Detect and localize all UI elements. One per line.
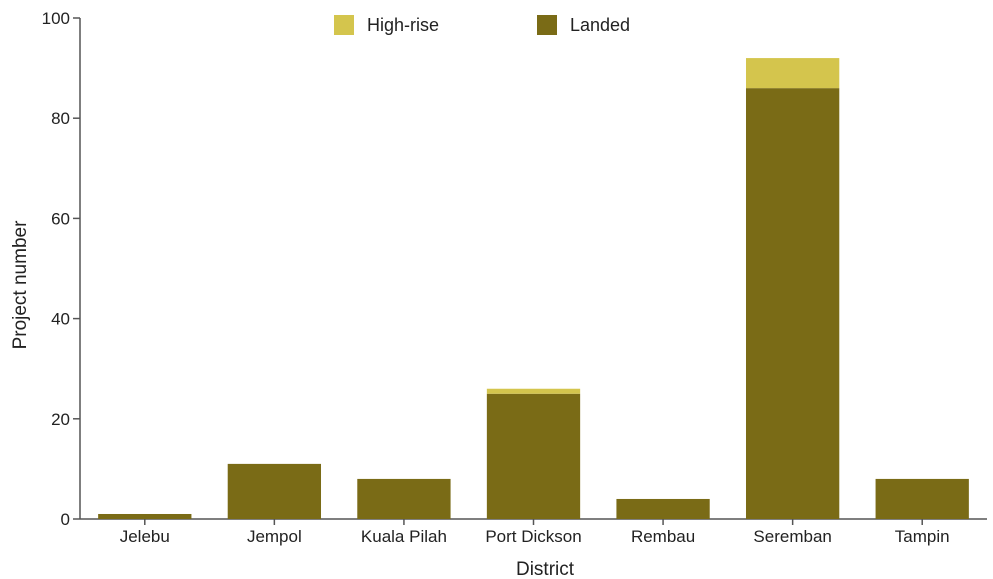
x-tick-label: Kuala Pilah	[361, 527, 447, 546]
bar-landed-jelebu	[98, 513, 192, 519]
y-axis-title: Project number	[10, 220, 31, 350]
y-axis: 0 20 40 60 80 100	[42, 9, 81, 529]
x-axis-title: District	[516, 559, 575, 579]
bar-landed-tampin	[875, 478, 969, 519]
legend-label-landed: Landed	[570, 15, 630, 35]
x-tick-label: Jelebu	[120, 527, 170, 546]
legend-swatch-landed	[537, 15, 557, 35]
y-tick-label: 60	[51, 209, 70, 228]
legend-label-high-rise: High-rise	[367, 15, 439, 35]
bar-high-rise-port-dickson	[486, 388, 581, 394]
legend: High-rise Landed	[334, 15, 630, 35]
x-axis: Jelebu Jempol Kuala Pilah Port Dickson Remba…	[80, 518, 987, 546]
bar-landed-kuala-pilah	[357, 478, 451, 519]
legend-swatch-high-rise	[334, 15, 354, 35]
bars-group	[98, 58, 969, 519]
y-tick-label: 0	[61, 510, 70, 529]
x-tick-label: Port Dickson	[485, 527, 581, 546]
x-tick-label: Jempol	[247, 527, 302, 546]
bar-landed-jempol	[227, 463, 322, 519]
y-tick-label: 20	[51, 410, 70, 429]
bar-landed-port-dickson	[486, 393, 581, 519]
y-tick-label: 80	[51, 109, 70, 128]
x-tick-label: Seremban	[753, 527, 831, 546]
y-tick-label: 100	[42, 9, 70, 28]
bar-landed-rembau	[616, 498, 710, 519]
y-tick-label: 40	[51, 310, 70, 329]
x-tick-label: Rembau	[631, 527, 695, 546]
bar-high-rise-seremban	[745, 58, 840, 89]
bar-landed-seremban	[745, 88, 840, 519]
x-tick-label: Tampin	[895, 527, 950, 546]
